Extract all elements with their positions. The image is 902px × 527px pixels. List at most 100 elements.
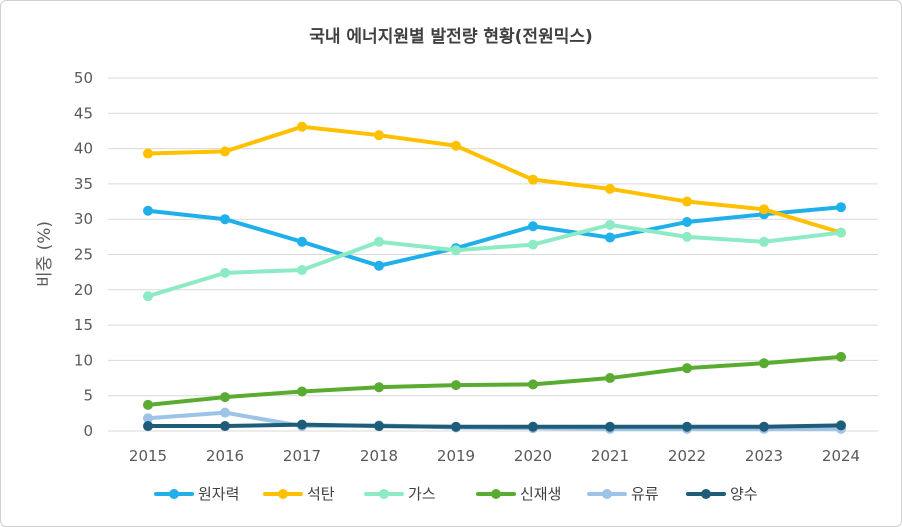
data-point bbox=[297, 386, 307, 397]
legend-entry: 신재생 bbox=[476, 485, 561, 503]
data-point bbox=[297, 265, 307, 276]
data-point bbox=[605, 232, 615, 243]
data-point bbox=[528, 421, 538, 432]
y-tick-label: 0 bbox=[83, 422, 93, 440]
series-4 bbox=[143, 407, 846, 434]
y-tick-label: 5 bbox=[83, 387, 93, 405]
x-tick-label: 2018 bbox=[360, 447, 398, 465]
data-point bbox=[836, 420, 846, 431]
data-point bbox=[528, 379, 538, 390]
data-point bbox=[374, 421, 384, 432]
x-tick-label: 2017 bbox=[283, 447, 321, 465]
series-line bbox=[146, 205, 843, 268]
legend-swatch-marker bbox=[602, 489, 612, 499]
data-point bbox=[451, 245, 461, 256]
y-tick-label: 20 bbox=[74, 281, 93, 299]
series-line bbox=[146, 354, 843, 407]
x-tick-label: 2015 bbox=[129, 447, 167, 465]
chart-title: 국내 에너지원별 발전량 현황(전원믹스) bbox=[309, 27, 593, 47]
x-tick-labels: 2015 2016 2017 2018 2019 2020 2021 2022 2023 2024 bbox=[129, 447, 860, 465]
y-tick-label: 30 bbox=[74, 210, 93, 228]
data-point bbox=[836, 351, 846, 362]
legend-label: 양수 bbox=[730, 485, 758, 503]
x-tick-label: 2020 bbox=[514, 447, 552, 465]
x-tick-label: 2019 bbox=[437, 447, 475, 465]
gridlines bbox=[108, 77, 878, 432]
data-point bbox=[143, 205, 153, 216]
data-point bbox=[220, 407, 230, 418]
y-tick-label: 40 bbox=[74, 140, 93, 158]
data-point bbox=[143, 291, 153, 302]
series-line bbox=[146, 422, 843, 429]
series-lines bbox=[143, 121, 846, 434]
legend-label: 원자력 bbox=[198, 485, 239, 503]
data-point bbox=[220, 392, 230, 403]
data-point bbox=[374, 382, 384, 393]
data-point bbox=[220, 267, 230, 278]
x-tick-label: 2022 bbox=[668, 447, 706, 465]
y-tick-label: 50 bbox=[74, 69, 93, 87]
legend-label: 석탄 bbox=[307, 485, 335, 503]
data-point bbox=[605, 219, 615, 230]
x-tick-label: 2016 bbox=[206, 447, 244, 465]
data-point bbox=[374, 236, 384, 247]
data-point bbox=[528, 174, 538, 185]
data-point bbox=[605, 373, 615, 384]
data-point bbox=[759, 421, 769, 432]
series-5 bbox=[143, 419, 846, 432]
data-point bbox=[528, 239, 538, 250]
legend-label: 신재생 bbox=[520, 485, 561, 503]
series-line bbox=[146, 124, 843, 235]
data-point bbox=[836, 227, 846, 238]
data-point bbox=[297, 419, 307, 430]
x-tick-label: 2021 bbox=[591, 447, 629, 465]
legend-swatch-marker bbox=[278, 489, 288, 499]
data-point bbox=[451, 140, 461, 151]
data-point bbox=[297, 121, 307, 132]
data-point bbox=[143, 413, 153, 424]
data-point bbox=[451, 380, 461, 391]
y-tick-label: 25 bbox=[74, 246, 93, 264]
data-point bbox=[759, 236, 769, 247]
legend-entry: 양수 bbox=[686, 485, 758, 503]
data-point bbox=[143, 148, 153, 159]
series-2 bbox=[143, 219, 846, 302]
data-point bbox=[682, 196, 692, 207]
legend-entry: 원자력 bbox=[154, 485, 239, 503]
data-point bbox=[759, 204, 769, 215]
data-point bbox=[682, 363, 692, 374]
data-point bbox=[143, 399, 153, 410]
data-point bbox=[451, 421, 461, 432]
series-1 bbox=[143, 121, 846, 238]
data-point bbox=[374, 130, 384, 141]
legend-swatch-marker bbox=[169, 489, 179, 499]
y-tick-label: 15 bbox=[74, 316, 93, 334]
x-tick-label: 2024 bbox=[822, 447, 860, 465]
legend-entry: 유류 bbox=[587, 485, 659, 503]
data-point bbox=[143, 421, 153, 432]
data-point bbox=[220, 214, 230, 225]
series-3 bbox=[143, 351, 846, 410]
legend-label: 가스 bbox=[408, 485, 436, 503]
data-point bbox=[682, 217, 692, 228]
legend-swatch-marker bbox=[701, 489, 711, 499]
data-point bbox=[682, 421, 692, 432]
legend-entry: 가스 bbox=[364, 485, 436, 503]
data-point bbox=[605, 421, 615, 432]
y-tick-label: 45 bbox=[74, 104, 93, 122]
data-point bbox=[220, 421, 230, 432]
series-line bbox=[146, 222, 843, 299]
x-tick-label: 2023 bbox=[745, 447, 783, 465]
data-point bbox=[297, 236, 307, 247]
y-tick-labels: 0 5 10 15 20 25 30 35 40 45 50 bbox=[74, 69, 93, 440]
y-axis-label: 비중 (%) bbox=[35, 221, 55, 287]
legend-entry: 석탄 bbox=[263, 485, 335, 503]
data-point bbox=[759, 358, 769, 369]
legend-label: 유류 bbox=[631, 485, 659, 503]
y-tick-label: 35 bbox=[74, 175, 93, 193]
data-point bbox=[682, 231, 692, 242]
legend-swatch-marker bbox=[491, 489, 501, 499]
data-point bbox=[220, 146, 230, 157]
series-0 bbox=[143, 202, 846, 271]
